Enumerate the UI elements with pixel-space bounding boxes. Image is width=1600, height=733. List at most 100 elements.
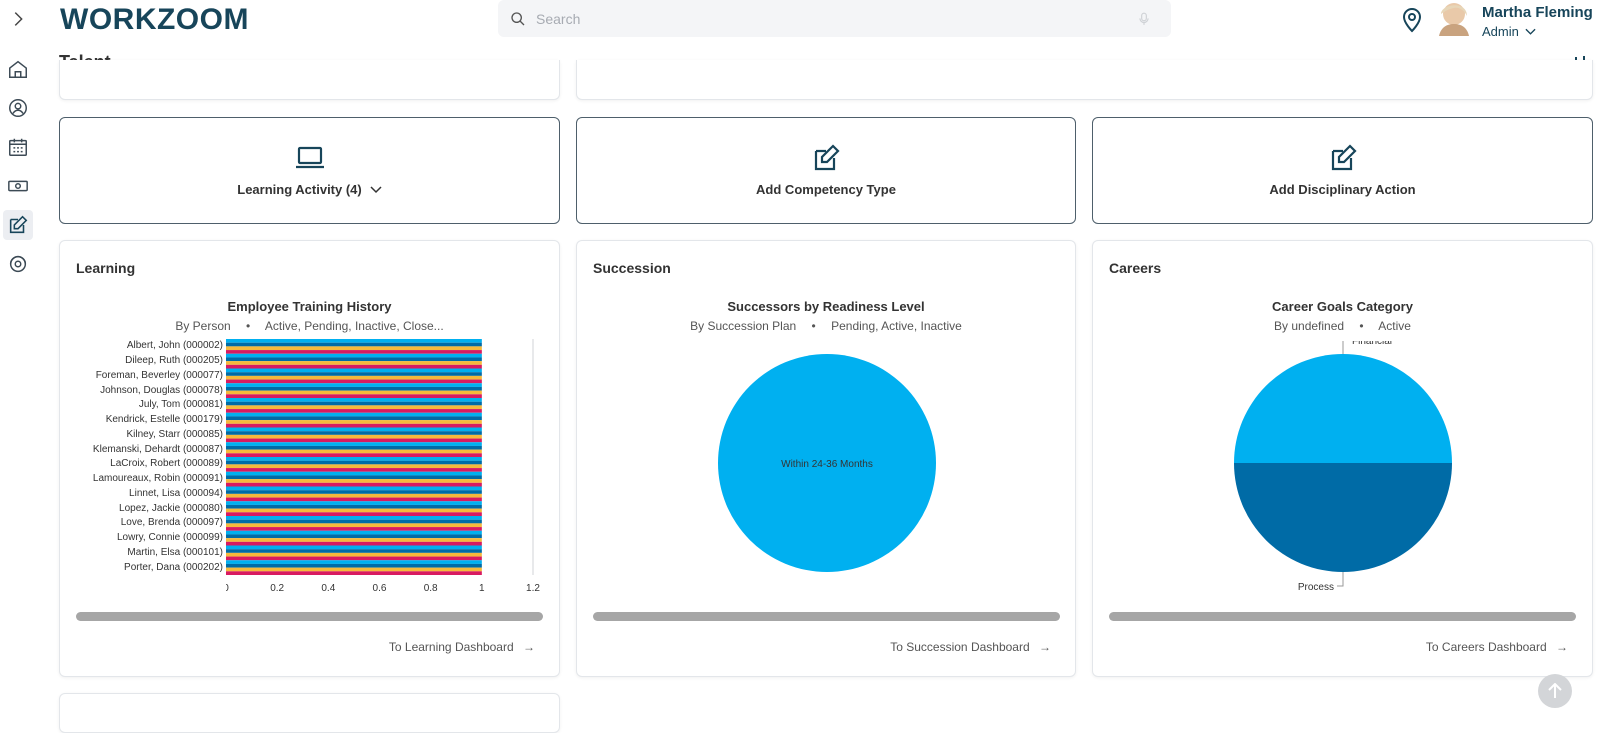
pie-slice[interactable]	[718, 354, 936, 572]
bar[interactable]	[226, 567, 482, 572]
sidebar-item-profile[interactable]	[3, 93, 33, 123]
bar[interactable]	[226, 405, 482, 410]
bar[interactable]	[226, 493, 482, 498]
bar[interactable]	[226, 445, 482, 450]
bar[interactable]	[226, 427, 482, 432]
bar[interactable]	[226, 545, 482, 550]
bar[interactable]	[226, 571, 482, 575]
bar[interactable]	[226, 541, 482, 546]
bar[interactable]	[226, 383, 482, 387]
bar[interactable]	[226, 442, 482, 446]
expand-sidebar-button[interactable]	[3, 4, 33, 34]
bar[interactable]	[226, 431, 482, 435]
bar[interactable]	[226, 552, 482, 557]
bar[interactable]	[226, 438, 482, 443]
horizontal-scrollbar[interactable]	[1109, 612, 1576, 621]
bar[interactable]	[226, 420, 482, 424]
avatar[interactable]	[1437, 0, 1471, 36]
location-icon[interactable]	[1400, 7, 1424, 33]
horizontal-scrollbar[interactable]	[76, 612, 543, 621]
bar[interactable]	[226, 527, 482, 531]
bar[interactable]	[226, 475, 482, 480]
bar[interactable]	[226, 534, 482, 539]
microphone-icon[interactable]	[1137, 10, 1151, 28]
bar[interactable]	[226, 398, 482, 402]
arrow-right-icon: →	[1556, 640, 1568, 654]
bar[interactable]	[226, 434, 482, 439]
succession-chart-subtitle: By Succession Plan • Pending, Active, In…	[577, 319, 1075, 333]
bar[interactable]	[226, 560, 482, 564]
bar[interactable]	[226, 549, 482, 553]
partial-card-bottom	[59, 693, 560, 733]
add-competency-type-card[interactable]: Add Competency Type	[576, 117, 1076, 224]
bar[interactable]	[226, 563, 482, 568]
sidebar-item-talent[interactable]	[3, 210, 33, 240]
bar[interactable]	[226, 538, 482, 542]
learning-dashboard-link[interactable]: To Learning Dashboard →	[389, 640, 535, 654]
bar[interactable]	[226, 468, 482, 472]
laptop-icon	[295, 146, 324, 169]
bar[interactable]	[226, 490, 482, 494]
bar[interactable]	[226, 501, 482, 505]
bar[interactable]	[226, 390, 482, 395]
learning-activity-card[interactable]: Learning Activity (4)	[59, 117, 560, 224]
bar[interactable]	[226, 416, 482, 421]
pie-slice[interactable]	[1234, 463, 1452, 572]
bar[interactable]	[226, 346, 482, 351]
bar[interactable]	[226, 361, 482, 365]
bar[interactable]	[226, 353, 482, 358]
sidebar-item-payroll[interactable]	[3, 171, 33, 201]
bar[interactable]	[226, 464, 482, 469]
bar[interactable]	[226, 449, 482, 454]
bar[interactable]	[226, 556, 482, 561]
horizontal-scrollbar[interactable]	[593, 612, 1060, 621]
bar[interactable]	[226, 350, 482, 354]
user-role-dropdown[interactable]: Admin	[1482, 24, 1536, 39]
bar[interactable]	[226, 342, 482, 347]
bar[interactable]	[226, 516, 482, 520]
bar[interactable]	[226, 486, 482, 491]
x-tick-label: 1	[479, 583, 485, 594]
careers-dashboard-link[interactable]: To Careers Dashboard →	[1426, 640, 1568, 654]
bar[interactable]	[226, 523, 482, 528]
sidebar-item-calendar[interactable]	[3, 132, 33, 162]
bar[interactable]	[226, 530, 482, 535]
bar[interactable]	[226, 412, 482, 417]
bar[interactable]	[226, 368, 482, 373]
chevron-down-icon[interactable]	[370, 185, 382, 194]
bar[interactable]	[226, 453, 482, 457]
succession-dashboard-link[interactable]: To Succession Dashboard →	[890, 640, 1051, 654]
bar[interactable]	[226, 386, 482, 391]
bar[interactable]	[226, 512, 482, 516]
bar[interactable]	[226, 339, 482, 343]
bar[interactable]	[226, 357, 482, 362]
add-disciplinary-action-card[interactable]: Add Disciplinary Action	[1092, 117, 1593, 224]
bar[interactable]	[226, 471, 482, 476]
bar[interactable]	[226, 479, 482, 483]
careers-subtitle-right: Active	[1378, 319, 1411, 333]
workzoom-logo[interactable]: WORKZOOM	[60, 3, 249, 36]
bar[interactable]	[226, 482, 482, 487]
search-bar[interactable]	[498, 0, 1171, 37]
bar[interactable]	[226, 497, 482, 502]
bar[interactable]	[226, 460, 482, 465]
scroll-to-top-button[interactable]	[1538, 674, 1572, 708]
sidebar-item-workflow[interactable]	[3, 249, 33, 279]
bar[interactable]	[226, 457, 482, 461]
bar[interactable]	[226, 401, 482, 406]
pie-slice[interactable]	[1234, 354, 1452, 463]
bar[interactable]	[226, 364, 482, 369]
bar[interactable]	[226, 379, 482, 384]
search-input[interactable]	[536, 10, 1096, 27]
user-name[interactable]: Martha Fleming	[1482, 4, 1593, 21]
label-connector	[1342, 341, 1344, 354]
sidebar-item-home[interactable]	[3, 54, 33, 84]
bar[interactable]	[226, 508, 482, 513]
bar[interactable]	[226, 423, 482, 428]
bar[interactable]	[226, 375, 482, 380]
bar[interactable]	[226, 504, 482, 509]
bar[interactable]	[226, 372, 482, 376]
bar[interactable]	[226, 394, 482, 398]
bar[interactable]	[226, 519, 482, 524]
bar[interactable]	[226, 409, 482, 413]
